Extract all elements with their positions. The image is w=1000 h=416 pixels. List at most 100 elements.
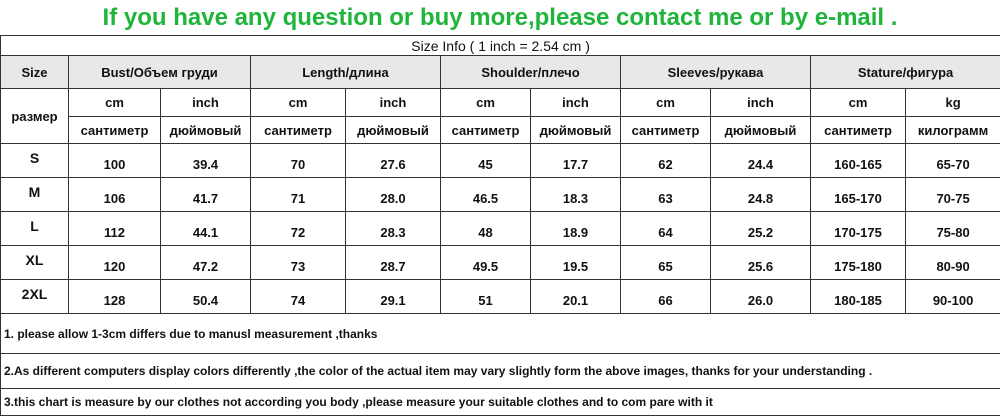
unit-header: cm: [621, 89, 711, 117]
group-header: Stature/фигура: [811, 56, 1000, 89]
value-cell: 112: [69, 212, 161, 246]
table-row: 1. please allow 1-3cm differs due to man…: [1, 314, 1000, 354]
value-cell: 28.0: [346, 178, 441, 212]
value-cell: 74: [251, 280, 346, 314]
unit-header-ru: сантиметр: [441, 117, 531, 144]
value-cell: 106: [69, 178, 161, 212]
unit-header: inch: [531, 89, 621, 117]
size-cell: 2XL: [1, 280, 69, 314]
unit-header-ru: сантиметр: [811, 117, 906, 144]
value-cell: 26.0: [711, 280, 811, 314]
value-cell: 17.7: [531, 144, 621, 178]
value-cell: 41.7: [161, 178, 251, 212]
table-row: Size Info ( 1 inch = 2.54 cm ): [1, 36, 1000, 56]
unit-header: kg: [906, 89, 1000, 117]
value-cell: 120: [69, 246, 161, 280]
value-cell: 72: [251, 212, 346, 246]
value-cell: 50.4: [161, 280, 251, 314]
value-cell: 64: [621, 212, 711, 246]
value-cell: 165-170: [811, 178, 906, 212]
group-header: Bust/Объем груди: [69, 56, 251, 89]
value-cell: 66: [621, 280, 711, 314]
unit-header: inch: [711, 89, 811, 117]
unit-header: cm: [69, 89, 161, 117]
value-cell: 24.4: [711, 144, 811, 178]
unit-header-ru: сантиметр: [251, 117, 346, 144]
value-cell: 65: [621, 246, 711, 280]
value-cell: 20.1: [531, 280, 621, 314]
note: 1. please allow 1-3cm differs due to man…: [1, 314, 1000, 354]
value-cell: 19.5: [531, 246, 621, 280]
size-cell: L: [1, 212, 69, 246]
value-cell: 47.2: [161, 246, 251, 280]
value-cell: 29.1: [346, 280, 441, 314]
value-cell: 39.4: [161, 144, 251, 178]
value-cell: 70-75: [906, 178, 1000, 212]
group-header: Shoulder/плечо: [441, 56, 621, 89]
size-cell: XL: [1, 246, 69, 280]
unit-header-ru: дюймовый: [711, 117, 811, 144]
value-cell: 62: [621, 144, 711, 178]
note: 2.As different computers display colors …: [1, 354, 1000, 389]
value-cell: 100: [69, 144, 161, 178]
value-cell: 70: [251, 144, 346, 178]
value-cell: 128: [69, 280, 161, 314]
value-cell: 65-70: [906, 144, 1000, 178]
subtitle: Size Info ( 1 inch = 2.54 cm ): [1, 36, 1000, 56]
table-row: 3.this chart is measure by our clothes n…: [1, 389, 1000, 416]
value-cell: 63: [621, 178, 711, 212]
note: 3.this chart is measure by our clothes n…: [1, 389, 1000, 416]
value-cell: 28.3: [346, 212, 441, 246]
unit-header: cm: [811, 89, 906, 117]
value-cell: 170-175: [811, 212, 906, 246]
unit-header-ru: дюймовый: [531, 117, 621, 144]
value-cell: 48: [441, 212, 531, 246]
unit-header-ru: дюймовый: [161, 117, 251, 144]
unit-header: cm: [251, 89, 346, 117]
value-cell: 44.1: [161, 212, 251, 246]
unit-header-ru: дюймовый: [346, 117, 441, 144]
value-cell: 28.7: [346, 246, 441, 280]
value-cell: 46.5: [441, 178, 531, 212]
unit-header-ru: сантиметр: [69, 117, 161, 144]
value-cell: 175-180: [811, 246, 906, 280]
value-cell: 180-185: [811, 280, 906, 314]
value-cell: 80-90: [906, 246, 1000, 280]
value-cell: 27.6: [346, 144, 441, 178]
value-cell: 24.8: [711, 178, 811, 212]
unit-header-ru: сантиметр: [621, 117, 711, 144]
table-row: 2.As different computers display colors …: [1, 354, 1000, 389]
value-cell: 25.2: [711, 212, 811, 246]
size-header-ru: размер: [1, 89, 69, 144]
value-cell: 160-165: [811, 144, 906, 178]
size-header: Size: [1, 56, 69, 89]
value-cell: 18.3: [531, 178, 621, 212]
value-cell: 45: [441, 144, 531, 178]
value-cell: 18.9: [531, 212, 621, 246]
value-cell: 90-100: [906, 280, 1000, 314]
value-cell: 51: [441, 280, 531, 314]
value-cell: 73: [251, 246, 346, 280]
unit-header: inch: [346, 89, 441, 117]
value-cell: 49.5: [441, 246, 531, 280]
group-header: Length/длина: [251, 56, 441, 89]
unit-header: inch: [161, 89, 251, 117]
unit-header-ru: килограмм: [906, 117, 1000, 144]
size-cell: M: [1, 178, 69, 212]
unit-header: cm: [441, 89, 531, 117]
group-header: Sleeves/рукава: [621, 56, 811, 89]
size-cell: S: [1, 144, 69, 178]
value-cell: 75-80: [906, 212, 1000, 246]
value-cell: 25.6: [711, 246, 811, 280]
value-cell: 71: [251, 178, 346, 212]
